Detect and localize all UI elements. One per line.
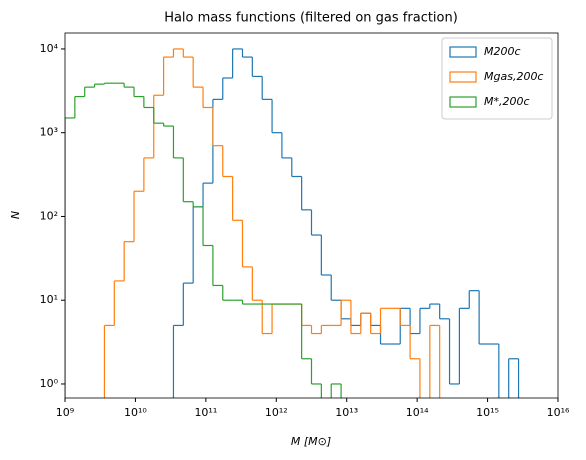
x-tick-label: 10⁹ [56, 406, 74, 419]
y-tick-label: 10¹ [40, 293, 58, 306]
x-tick-label: 10¹⁴ [406, 406, 429, 419]
y-tick-label: 10² [40, 209, 58, 222]
legend-label: M200c [484, 45, 521, 58]
x-tick-label: 10¹⁶ [547, 406, 570, 419]
x-tick-label: 10¹¹ [194, 406, 217, 419]
legend-label: Mgas,200c [484, 70, 544, 83]
chart-title: Halo mass functions (filtered on gas fra… [164, 11, 458, 26]
x-tick-label: 10¹² [265, 406, 288, 419]
x-tick-label: 10¹⁵ [476, 406, 499, 419]
legend-swatch [449, 46, 477, 58]
legend-swatch [449, 71, 477, 83]
axes-frame [64, 32, 559, 399]
legend-box [441, 37, 553, 120]
legend-swatch [449, 96, 477, 108]
legend-label: M*,200c [484, 95, 530, 108]
x-tick-label: 10¹⁰ [124, 406, 147, 419]
x-tick-label: 10¹³ [335, 406, 358, 419]
x-axis-label: M [M⊙] [291, 435, 331, 448]
y-tick-label: 10⁰ [40, 377, 59, 390]
y-tick-label: 10³ [40, 126, 58, 139]
y-axis-label: N [9, 211, 22, 219]
plot-area [65, 48, 520, 398]
y-tick-label: 10⁴ [40, 42, 59, 55]
